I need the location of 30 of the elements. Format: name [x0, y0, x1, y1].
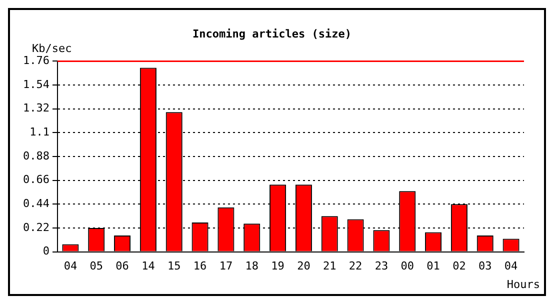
y-tick-label: 1.32	[22, 102, 50, 115]
x-tick-label: 16	[193, 259, 207, 272]
x-tick-label: 17	[219, 259, 233, 272]
x-tick-label: 04	[64, 259, 78, 272]
x-tick-label: 02	[452, 259, 466, 272]
chart-title: Incoming articles (size)	[192, 27, 352, 40]
y-tick-label: 0.66	[22, 173, 50, 186]
y-tick-label: 1.1	[30, 126, 50, 139]
x-tick-label: 00	[400, 259, 414, 272]
x-tick-label: 04	[504, 259, 518, 272]
x-tick-label: 19	[271, 259, 284, 272]
y-axis-title: Kb/sec	[32, 42, 72, 55]
x-tick-label: 21	[322, 259, 336, 272]
x-tick-label: 23	[374, 259, 388, 272]
x-tick-label: 03	[478, 259, 492, 272]
y-tick-label: 0.88	[22, 149, 50, 162]
x-tick-label: 06	[116, 259, 129, 272]
y-tick-label: 0.22	[22, 220, 50, 234]
x-tick-label: 15	[167, 259, 181, 272]
x-tick-label: 18	[245, 259, 258, 272]
y-tick-label: 0	[42, 244, 50, 258]
x-tick-label: 05	[90, 259, 103, 272]
x-tick-label: 22	[348, 259, 362, 272]
y-tick-label: 0.44	[22, 197, 50, 210]
x-axis-title: Hours	[506, 278, 540, 291]
x-tick-label: 20	[297, 259, 310, 272]
y-tick-label: 1.76	[22, 54, 50, 68]
x-tick-label: 01	[426, 259, 440, 272]
y-tick-label: 1.54	[22, 78, 50, 91]
x-tick-label: 14	[142, 259, 156, 272]
